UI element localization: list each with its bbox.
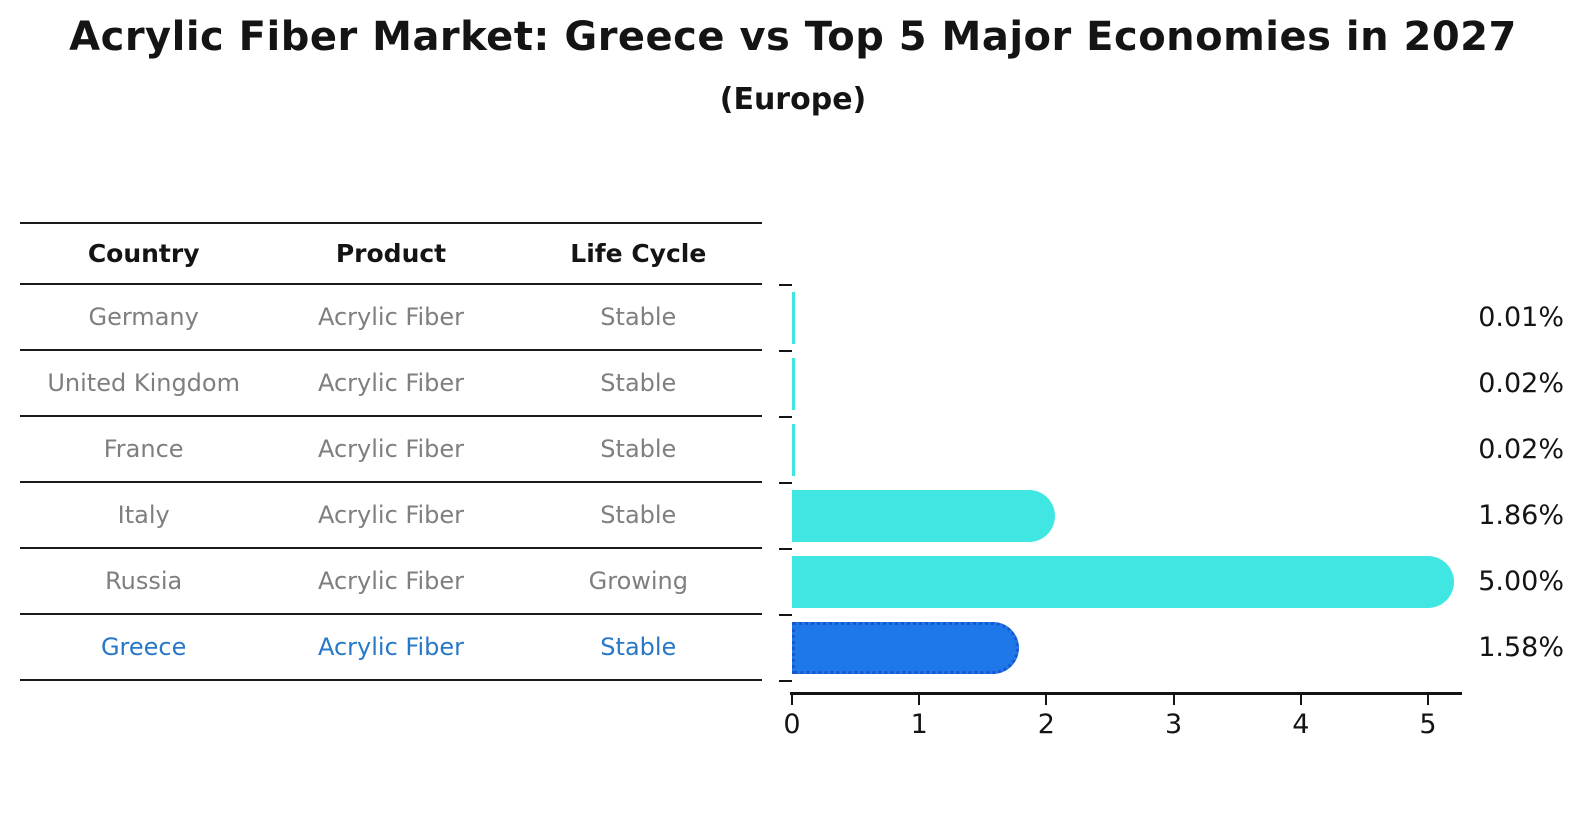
table-header-product: Product — [335, 239, 447, 268]
bar-greece — [792, 622, 1019, 674]
table-row-russia: Russia Acrylic Fiber Growing — [20, 549, 762, 615]
x-tick-label: 3 — [1165, 709, 1183, 740]
table-row-france: France Acrylic Fiber Stable — [20, 417, 762, 483]
y-tick-mark — [779, 350, 792, 352]
x-tick-label: 1 — [910, 709, 928, 740]
y-tick-mark — [779, 614, 792, 616]
table-cell-country: Germany — [88, 303, 199, 331]
table-cell-country: France — [103, 435, 184, 463]
table-cell-life-cycle: Stable — [600, 369, 677, 397]
x-axis-line — [790, 692, 1462, 695]
bar-italy — [792, 490, 1055, 542]
table-body: Germany Acrylic Fiber Stable United Kingdom… — [20, 285, 762, 681]
y-tick-mark — [779, 482, 792, 484]
y-tick-mark — [779, 680, 792, 682]
x-tick-label: 2 — [1037, 709, 1055, 740]
data-table: Country Product Life Cycle Germany Acryli… — [20, 222, 762, 681]
value-labels: 0.01% 0.02% 0.02% 1.86% 5.00% 1.58% — [1462, 285, 1564, 685]
table-row-italy: Italy Acrylic Fiber Stable — [20, 483, 762, 549]
x-tick-mark — [1427, 695, 1429, 705]
x-tick-mark — [918, 695, 921, 705]
y-tick-mark — [779, 284, 792, 286]
table-header-country: Country — [87, 239, 200, 268]
table-cell-product: Acrylic Fiber — [317, 369, 464, 397]
table-header-row: Country Product Life Cycle — [20, 222, 762, 285]
table-cell-product: Acrylic Fiber — [317, 567, 464, 595]
bar-united-kingdom — [792, 358, 795, 410]
table-cell-product: Acrylic Fiber — [317, 435, 464, 463]
table-cell-life-cycle: Stable — [600, 435, 677, 463]
y-tick-mark — [779, 548, 792, 550]
bar-value-label: 5.00% — [1478, 566, 1564, 597]
table-cell-country: Greece — [100, 633, 187, 661]
bar-plot: 0 1 2 3 4 5 — [779, 284, 1472, 745]
x-tick-label: 0 — [783, 709, 801, 740]
bar-value-label: 0.01% — [1478, 302, 1564, 333]
x-tick-label: 4 — [1292, 709, 1310, 740]
table-cell-product: Acrylic Fiber — [317, 501, 464, 529]
bar-value-label: 0.02% — [1478, 434, 1564, 465]
bar-germany — [792, 292, 795, 344]
table-cell-country: United Kingdom — [47, 369, 240, 397]
table-row-germany: Germany Acrylic Fiber Stable — [20, 285, 762, 351]
table-cell-life-cycle: Stable — [600, 501, 677, 529]
chart-title: Acrylic Fiber Market: Greece vs Top 5 Ma… — [69, 14, 1517, 60]
table-row-united-kingdom: United Kingdom Acrylic Fiber Stable — [20, 351, 762, 417]
table-cell-product: Acrylic Fiber — [317, 633, 464, 661]
table-cell-country: Italy — [117, 501, 170, 529]
table-cell-life-cycle: Growing — [588, 567, 688, 595]
bar-russia — [792, 556, 1454, 608]
table-cell-product: Acrylic Fiber — [317, 303, 464, 331]
table-cell-life-cycle: Stable — [600, 633, 677, 661]
x-tick-mark — [1172, 695, 1175, 705]
x-tick-mark — [791, 695, 793, 705]
bar-value-label: 1.58% — [1478, 632, 1564, 663]
x-tick-mark — [1045, 695, 1048, 705]
x-tick-mark — [1299, 695, 1302, 705]
bar-value-label: 0.02% — [1478, 368, 1564, 399]
bar-france — [792, 424, 795, 476]
chart-subtitle: (Europe) — [719, 82, 867, 117]
table-cell-life-cycle: Stable — [600, 303, 677, 331]
table-cell-country: Russia — [105, 567, 183, 595]
table-row-greece: Greece Acrylic Fiber Stable — [20, 615, 762, 681]
y-tick-mark — [779, 416, 792, 418]
bar-value-label: 1.86% — [1478, 500, 1564, 531]
x-tick-label: 5 — [1419, 709, 1437, 740]
table-header-life-cycle: Life Cycle — [570, 239, 707, 268]
